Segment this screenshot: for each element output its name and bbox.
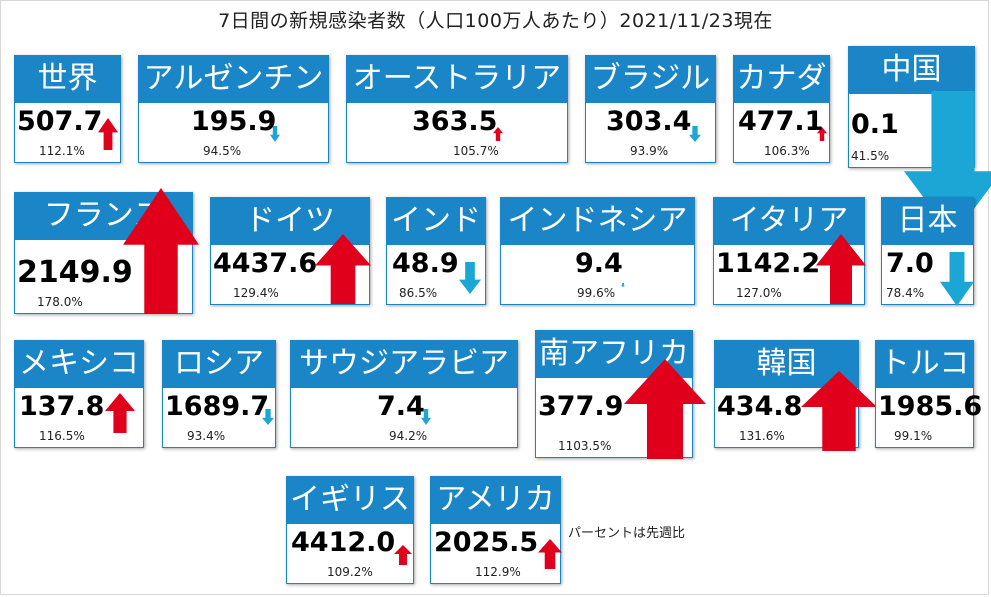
country-card: メキシコ 137.8 116.5% bbox=[14, 340, 144, 448]
case-value: 1689.7 bbox=[165, 391, 270, 422]
country-name: インド bbox=[386, 197, 486, 245]
week-over-week-percent: 93.4% bbox=[187, 429, 226, 443]
trend-up-arrow bbox=[624, 359, 706, 463]
case-value: 477.1 bbox=[738, 106, 824, 137]
trend-up-arrow bbox=[315, 234, 371, 308]
country-name: 中国 bbox=[848, 46, 975, 94]
week-over-week-percent: 109.2% bbox=[327, 565, 373, 579]
week-over-week-percent: 86.5% bbox=[399, 286, 438, 300]
week-over-week-percent: 131.6% bbox=[739, 429, 785, 443]
country-card: オーストラリア 363.5 105.7% bbox=[346, 55, 568, 163]
case-value: 4437.6 bbox=[213, 248, 318, 279]
week-over-week-percent: 99.1% bbox=[894, 429, 933, 443]
trend-down-arrow bbox=[270, 126, 280, 146]
case-value: 4412.0 bbox=[291, 527, 396, 558]
country-card: ロシア 1689.7 93.4% bbox=[162, 340, 276, 448]
case-value: 9.4 bbox=[575, 248, 623, 279]
case-value: 507.7 bbox=[17, 106, 103, 137]
week-over-week-percent: 178.0% bbox=[37, 295, 83, 309]
trend-up-arrow bbox=[394, 545, 412, 569]
country-card: 韓国 434.8 131.6% bbox=[714, 340, 877, 451]
trend-down-arrow bbox=[621, 272, 625, 291]
case-value: 2025.5 bbox=[434, 527, 539, 558]
week-over-week-percent: 78.4% bbox=[886, 286, 925, 300]
country-card: インドネシア 9.4 99.6% bbox=[500, 197, 695, 305]
country-card: 中国 0.1 41.5% bbox=[848, 46, 991, 237]
case-value: 434.8 bbox=[717, 391, 803, 422]
country-card: 世界 507.7 112.1% bbox=[14, 55, 121, 163]
country-name: インドネシア bbox=[500, 197, 695, 245]
country-name: メキシコ bbox=[14, 340, 144, 388]
week-over-week-percent: 99.6% bbox=[577, 286, 616, 300]
case-value: 195.9 bbox=[191, 106, 277, 137]
week-over-week-percent: 41.5% bbox=[851, 149, 890, 163]
trend-down-arrow bbox=[940, 252, 974, 310]
week-over-week-percent: 94.2% bbox=[389, 429, 428, 443]
week-over-week-percent: 93.9% bbox=[630, 144, 669, 158]
trend-up-arrow bbox=[801, 371, 877, 455]
country-card: イギリス 4412.0 109.2% bbox=[286, 476, 414, 584]
country-card: トルコ 1985.6 99.1% bbox=[875, 340, 982, 448]
trend-down-arrow bbox=[459, 262, 481, 298]
chart-title: 7日間の新規感染者数（人口100万人あたり）2021/11/23現在 bbox=[218, 10, 773, 32]
case-value: 303.4 bbox=[606, 106, 692, 137]
case-value: 363.5 bbox=[412, 106, 498, 137]
country-name: 日本 bbox=[881, 197, 974, 245]
country-card: ブラジル 303.4 93.9% bbox=[585, 55, 716, 163]
country-name: オーストラリア bbox=[346, 55, 568, 103]
country-name: アルゼンチン bbox=[138, 55, 329, 103]
country-card: 日本 7.0 78.4% bbox=[881, 197, 974, 306]
country-card: 南アフリカ 377.9 1103.5% bbox=[535, 330, 706, 459]
trend-up-arrow bbox=[538, 539, 562, 573]
trend-up-arrow bbox=[105, 393, 135, 437]
week-over-week-percent: 94.5% bbox=[203, 144, 242, 158]
country-name: トルコ bbox=[875, 340, 974, 388]
country-card: アルゼンチン 195.9 94.5% bbox=[138, 55, 329, 163]
case-value: 48.9 bbox=[392, 248, 459, 279]
country-card: アメリカ 2025.5 112.9% bbox=[430, 476, 562, 584]
case-value: 7.4 bbox=[377, 391, 425, 422]
trend-up-arrow bbox=[816, 234, 866, 308]
trend-up-arrow bbox=[817, 126, 827, 145]
case-value: 1142.2 bbox=[716, 248, 821, 279]
country-name: イギリス bbox=[286, 476, 414, 524]
country-card: ドイツ 4437.6 129.4% bbox=[210, 197, 371, 308]
week-over-week-percent: 105.7% bbox=[453, 144, 499, 158]
case-value: 1985.6 bbox=[878, 391, 983, 422]
country-name: サウジアラビア bbox=[290, 340, 518, 388]
week-over-week-percent: 129.4% bbox=[233, 286, 279, 300]
country-name: ドイツ bbox=[210, 197, 370, 245]
trend-down-arrow bbox=[689, 126, 701, 146]
country-name: ブラジル bbox=[585, 55, 716, 103]
country-name: 世界 bbox=[14, 55, 121, 103]
case-value: 137.8 bbox=[19, 391, 105, 422]
week-over-week-percent: 112.1% bbox=[39, 144, 85, 158]
week-over-week-percent: 127.0% bbox=[736, 286, 782, 300]
case-value: 7.0 bbox=[886, 248, 934, 279]
country-card: フランス 2149.9 178.0% bbox=[14, 188, 199, 314]
country-name: ロシア bbox=[162, 340, 276, 388]
country-card: イタリア 1142.2 127.0% bbox=[713, 197, 866, 308]
trend-down-arrow bbox=[262, 409, 274, 429]
week-over-week-percent: 106.3% bbox=[764, 144, 810, 158]
country-card: インド 48.9 86.5% bbox=[386, 197, 486, 305]
case-value: 0.1 bbox=[851, 109, 899, 140]
case-value: 377.9 bbox=[538, 391, 624, 422]
trend-up-arrow bbox=[98, 118, 118, 154]
country-name: 南アフリカ bbox=[535, 330, 693, 378]
week-over-week-percent: 116.5% bbox=[39, 429, 85, 443]
trend-down-arrow bbox=[421, 409, 431, 429]
country-name: カナダ bbox=[733, 55, 830, 103]
week-over-week-percent: 1103.5% bbox=[558, 439, 612, 453]
week-over-week-percent: 112.9% bbox=[475, 565, 521, 579]
trend-up-arrow bbox=[123, 188, 199, 318]
country-card: カナダ 477.1 106.3% bbox=[733, 55, 830, 163]
footnote: パーセントは先週比 bbox=[568, 526, 686, 541]
case-value: 2149.9 bbox=[17, 255, 133, 290]
country-card: サウジアラビア 7.4 94.2% bbox=[290, 340, 518, 448]
trend-up-arrow bbox=[493, 126, 503, 145]
country-name: アメリカ bbox=[430, 476, 561, 524]
